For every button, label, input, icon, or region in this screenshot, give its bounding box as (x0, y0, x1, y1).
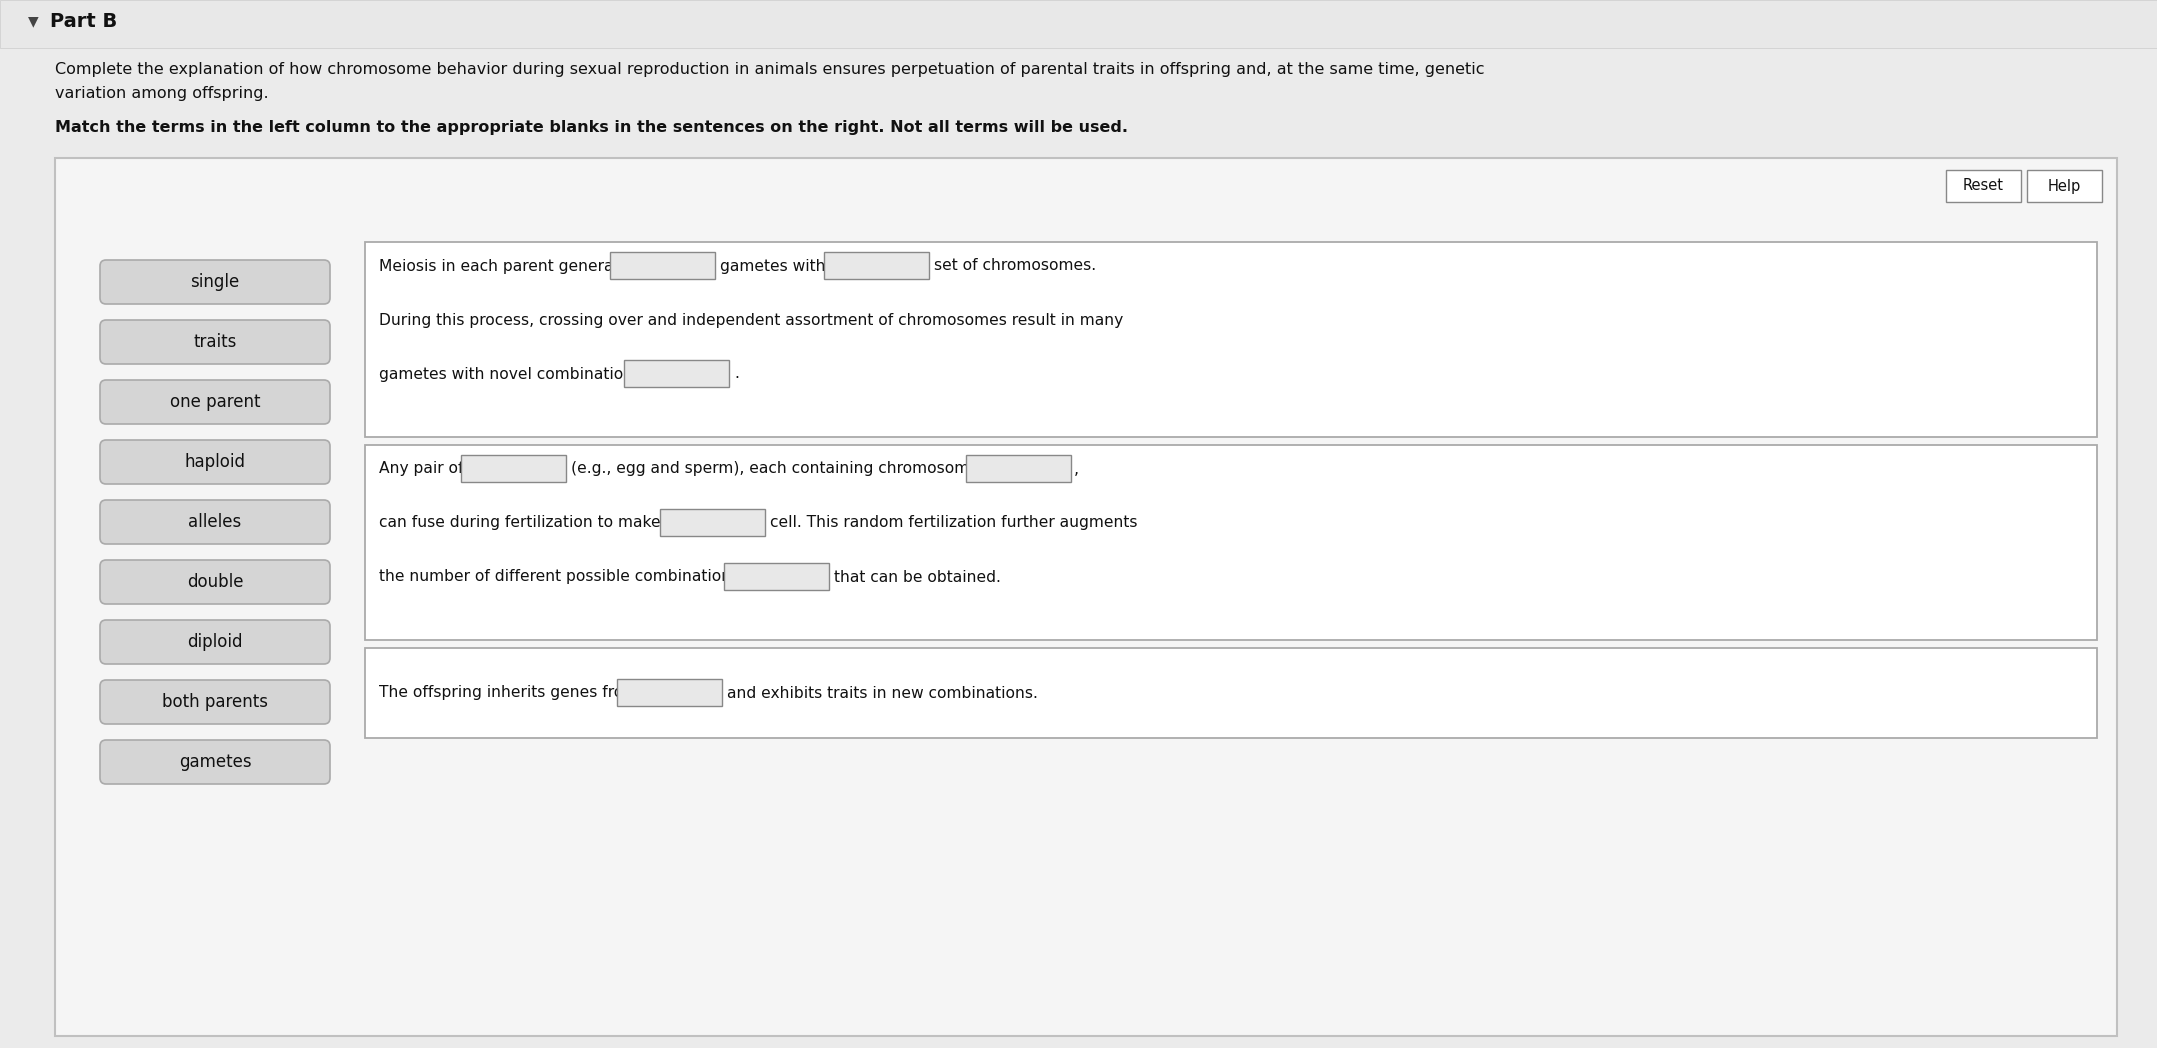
FancyBboxPatch shape (99, 560, 330, 604)
Text: The offspring inherits genes from: The offspring inherits genes from (380, 685, 638, 700)
Text: alleles: alleles (188, 514, 242, 531)
Text: gametes with novel combinations of: gametes with novel combinations of (380, 367, 662, 381)
FancyBboxPatch shape (610, 252, 716, 279)
FancyBboxPatch shape (0, 0, 2157, 48)
FancyBboxPatch shape (99, 500, 330, 544)
Text: Help: Help (2047, 178, 2082, 194)
FancyBboxPatch shape (966, 455, 1070, 482)
Text: gametes: gametes (179, 754, 252, 771)
FancyBboxPatch shape (824, 252, 930, 279)
Text: variation among offspring.: variation among offspring. (54, 86, 270, 101)
Text: Complete the explanation of how chromosome behavior during sexual reproduction i: Complete the explanation of how chromoso… (54, 62, 1484, 77)
Text: Reset: Reset (1963, 178, 2004, 194)
FancyBboxPatch shape (54, 158, 2116, 1036)
FancyBboxPatch shape (365, 242, 2097, 437)
FancyBboxPatch shape (623, 361, 729, 387)
Text: single: single (190, 272, 239, 291)
Text: During this process, crossing over and independent assortment of chromosomes res: During this process, crossing over and i… (380, 312, 1124, 327)
FancyBboxPatch shape (660, 509, 766, 536)
Text: .: . (733, 367, 740, 381)
Text: can fuse during fertilization to make a: can fuse during fertilization to make a (380, 516, 675, 530)
Text: double: double (188, 573, 244, 591)
FancyBboxPatch shape (1946, 170, 2021, 202)
Text: haploid: haploid (186, 453, 246, 471)
Text: diploid: diploid (188, 633, 244, 651)
Text: (e.g., egg and sperm), each containing chromosomes from: (e.g., egg and sperm), each containing c… (572, 461, 1029, 477)
FancyBboxPatch shape (99, 440, 330, 484)
Text: gametes with a: gametes with a (720, 259, 839, 274)
FancyBboxPatch shape (462, 455, 565, 482)
FancyBboxPatch shape (99, 620, 330, 664)
FancyBboxPatch shape (365, 445, 2097, 640)
Text: traits: traits (194, 333, 237, 351)
FancyBboxPatch shape (99, 260, 330, 304)
FancyBboxPatch shape (725, 563, 828, 590)
Text: cell. This random fertilization further augments: cell. This random fertilization further … (770, 516, 1137, 530)
Text: both parents: both parents (162, 693, 267, 711)
Text: Meiosis in each parent generates: Meiosis in each parent generates (380, 259, 636, 274)
Text: Part B: Part B (50, 12, 116, 31)
Text: Match the terms in the left column to the appropriate blanks in the sentences on: Match the terms in the left column to th… (54, 121, 1128, 135)
Text: and exhibits traits in new combinations.: and exhibits traits in new combinations. (727, 685, 1038, 700)
FancyBboxPatch shape (99, 380, 330, 424)
Text: the number of different possible combinations of: the number of different possible combina… (380, 569, 759, 585)
Text: set of chromosomes.: set of chromosomes. (934, 259, 1096, 274)
FancyBboxPatch shape (99, 680, 330, 724)
FancyBboxPatch shape (617, 679, 723, 706)
Text: Any pair of: Any pair of (380, 461, 464, 477)
Text: ,: , (1074, 461, 1078, 477)
Text: that can be obtained.: that can be obtained. (835, 569, 1001, 585)
Text: ▼: ▼ (28, 14, 39, 28)
FancyBboxPatch shape (99, 740, 330, 784)
FancyBboxPatch shape (2028, 170, 2103, 202)
FancyBboxPatch shape (365, 648, 2097, 738)
Text: one parent: one parent (170, 393, 261, 411)
FancyBboxPatch shape (99, 320, 330, 364)
